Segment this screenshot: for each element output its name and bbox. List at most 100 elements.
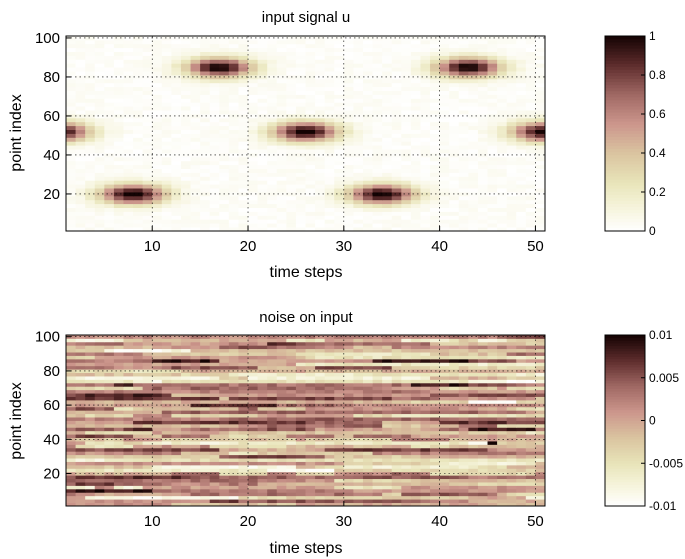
heatmap-cell — [180, 203, 191, 208]
heatmap-cell — [276, 434, 287, 438]
heatmap-cell — [468, 98, 479, 103]
heatmap-cell — [142, 475, 153, 480]
heatmap-cell — [334, 133, 345, 138]
heatmap-cell — [94, 86, 105, 91]
heatmap-cell — [228, 160, 239, 166]
heatmap-cell — [430, 458, 441, 462]
heatmap-cell — [171, 63, 182, 68]
heatmap-cell — [305, 386, 316, 391]
heatmap-cell — [477, 117, 488, 123]
heatmap-cell — [391, 379, 402, 384]
heatmap-cell — [315, 39, 326, 45]
heatmap-cell — [85, 98, 96, 103]
heatmap-cell — [382, 430, 393, 435]
heatmap-cell — [401, 141, 412, 146]
heatmap-cell — [343, 71, 354, 76]
heatmap-cell — [487, 75, 498, 80]
heatmap-cell — [497, 203, 508, 208]
heatmap-cell — [334, 362, 345, 367]
heatmap-cell — [248, 341, 258, 346]
heatmap-cell — [85, 352, 96, 356]
heatmap-cell — [152, 499, 163, 503]
heatmap-cell — [171, 102, 182, 107]
heatmap-cell — [85, 389, 96, 394]
heatmap-cell — [75, 94, 86, 99]
heatmap-cell — [315, 192, 326, 197]
heatmap-cell — [468, 382, 479, 387]
heatmap-cell — [171, 192, 182, 197]
heatmap-cell — [439, 482, 450, 486]
heatmap-cell — [142, 396, 153, 401]
heatmap-cell — [458, 406, 469, 411]
heatmap-cell — [362, 434, 373, 438]
heatmap-cell — [458, 399, 469, 404]
heatmap-cell — [525, 451, 536, 456]
heatmap-cell — [420, 39, 431, 45]
heatmap-cell — [286, 488, 297, 493]
heatmap-cell — [439, 454, 450, 459]
heatmap-cell — [372, 348, 383, 353]
heatmap-cell — [372, 389, 383, 394]
heatmap-cell — [295, 176, 306, 181]
heatmap-cell — [190, 382, 201, 387]
heatmap-cell — [362, 78, 373, 84]
heatmap-cell — [516, 86, 527, 91]
heatmap-cell — [123, 420, 134, 425]
heatmap-cell — [535, 355, 546, 360]
heatmap-cell — [305, 393, 316, 397]
heatmap-cell — [267, 133, 278, 138]
heatmap-cell — [420, 427, 431, 432]
heatmap-cell — [142, 382, 153, 387]
heatmap-cell — [238, 36, 249, 41]
heatmap-cell — [123, 454, 134, 459]
heatmap-cell — [66, 51, 76, 56]
heatmap-cell — [113, 176, 124, 181]
heatmap-cell — [516, 372, 527, 377]
heatmap-cell — [324, 203, 335, 208]
heatmap-cell — [171, 485, 182, 490]
heatmap-cell — [401, 172, 412, 177]
heatmap-cell — [267, 485, 278, 490]
heatmap-cell — [305, 362, 316, 367]
heatmap-cell — [353, 345, 364, 350]
heatmap-cell — [152, 51, 163, 56]
heatmap-cell — [439, 133, 450, 138]
heatmap-cell — [295, 444, 306, 449]
heatmap-cell — [133, 133, 144, 138]
heatmap-cell — [75, 362, 86, 367]
heatmap-cell — [487, 352, 498, 356]
heatmap-cell — [305, 413, 316, 418]
heatmap-cell — [362, 352, 373, 356]
heatmap-cell — [171, 458, 182, 462]
x-tick-label: 50 — [527, 238, 544, 255]
heatmap-cell — [209, 410, 220, 415]
heatmap-cell — [200, 102, 211, 107]
heatmap-cell — [382, 495, 393, 500]
heatmap-cell — [439, 219, 450, 224]
heatmap-cell — [410, 82, 421, 88]
heatmap-cell — [66, 464, 76, 469]
heatmap-cell — [362, 454, 373, 459]
heatmap-cell — [401, 78, 412, 84]
heatmap-cell — [477, 102, 488, 107]
heatmap-cell — [487, 365, 498, 370]
heatmap-cell — [372, 475, 383, 480]
heatmap-cell — [497, 195, 508, 201]
heatmap-cell — [75, 223, 86, 228]
heatmap-cell — [190, 451, 201, 456]
heatmap-cell — [142, 488, 153, 493]
heatmap-cell — [324, 488, 335, 493]
heatmap-cell — [343, 444, 354, 449]
heatmap-cell — [525, 176, 536, 181]
heatmap-cell — [382, 427, 393, 432]
heatmap-cell — [353, 376, 364, 380]
heatmap-cell — [468, 468, 479, 473]
heatmap-cell — [449, 444, 460, 449]
colorbar-swatch — [605, 173, 645, 177]
heatmap-cell — [324, 114, 335, 119]
heatmap-cell — [477, 358, 488, 363]
heatmap-cell — [238, 172, 249, 177]
heatmap-cell — [180, 379, 191, 384]
heatmap-cell — [209, 156, 220, 162]
heatmap-cell — [430, 164, 441, 169]
